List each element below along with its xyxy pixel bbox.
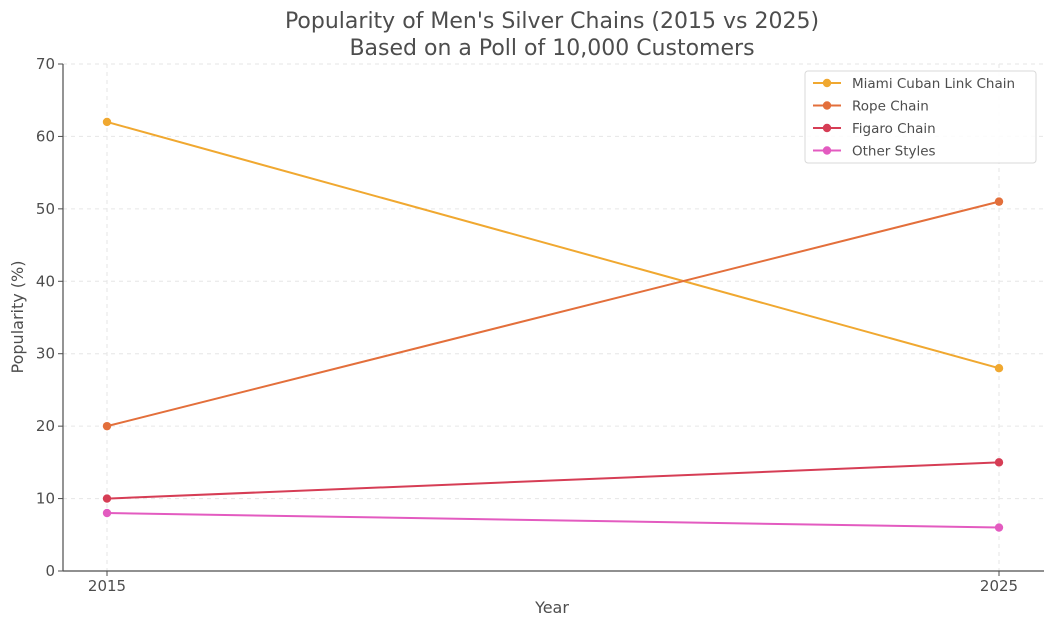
series-1 bbox=[102, 197, 1004, 431]
legend-swatch-marker bbox=[822, 146, 832, 155]
legend-label: Miami Cuban Link Chain bbox=[852, 76, 1015, 92]
y-tick-label: 50 bbox=[36, 200, 55, 218]
legend: Miami Cuban Link Chain Rope Chain Figaro C… bbox=[804, 70, 1037, 164]
series-3 bbox=[102, 508, 1004, 532]
x-tick-label: 2025 bbox=[980, 577, 1018, 595]
y-tick-label: 60 bbox=[36, 127, 55, 145]
legend-box bbox=[804, 70, 1037, 164]
x-axis-label: Year bbox=[534, 598, 569, 617]
y-axis-label: Popularity (%) bbox=[8, 261, 27, 374]
data-point bbox=[102, 421, 112, 431]
chart-subtitle: Based on a Poll of 10,000 Customers bbox=[349, 36, 754, 61]
y-tick-label: 20 bbox=[36, 417, 55, 435]
series-2 bbox=[102, 458, 1004, 503]
series-line bbox=[106, 200, 1000, 428]
legend-label: Rope Chain bbox=[852, 99, 929, 115]
data-point bbox=[994, 458, 1004, 467]
data-point bbox=[994, 364, 1004, 373]
y-tick-label: 0 bbox=[45, 562, 55, 580]
y-tick-label: 40 bbox=[36, 272, 55, 290]
data-point bbox=[994, 523, 1004, 532]
data-point bbox=[102, 494, 112, 503]
legend-swatch-marker bbox=[822, 78, 832, 88]
legend-label: Figaro Chain bbox=[852, 121, 936, 137]
chart-title: Popularity of Men's Silver Chains (2015 … bbox=[285, 9, 819, 34]
legend-swatch-marker bbox=[822, 123, 832, 133]
tick-labels: 0 10 20 30 40 50 60 70 2015 2025 bbox=[36, 55, 1018, 595]
data-point bbox=[102, 117, 112, 127]
grid bbox=[63, 63, 1044, 571]
series-line bbox=[106, 461, 1000, 500]
series-group bbox=[102, 117, 1004, 532]
data-point bbox=[102, 508, 112, 518]
axes bbox=[58, 63, 1044, 576]
series-0 bbox=[102, 117, 1004, 373]
y-tick-label: 10 bbox=[36, 490, 55, 508]
legend-swatch-marker bbox=[822, 101, 832, 110]
series-line bbox=[106, 512, 1000, 529]
y-tick-label: 70 bbox=[36, 55, 55, 73]
data-point bbox=[994, 197, 1004, 206]
y-tick-label: 30 bbox=[36, 345, 55, 363]
x-tick-label: 2015 bbox=[88, 577, 126, 595]
series-line bbox=[106, 120, 1000, 370]
legend-label: Other Styles bbox=[852, 144, 936, 160]
